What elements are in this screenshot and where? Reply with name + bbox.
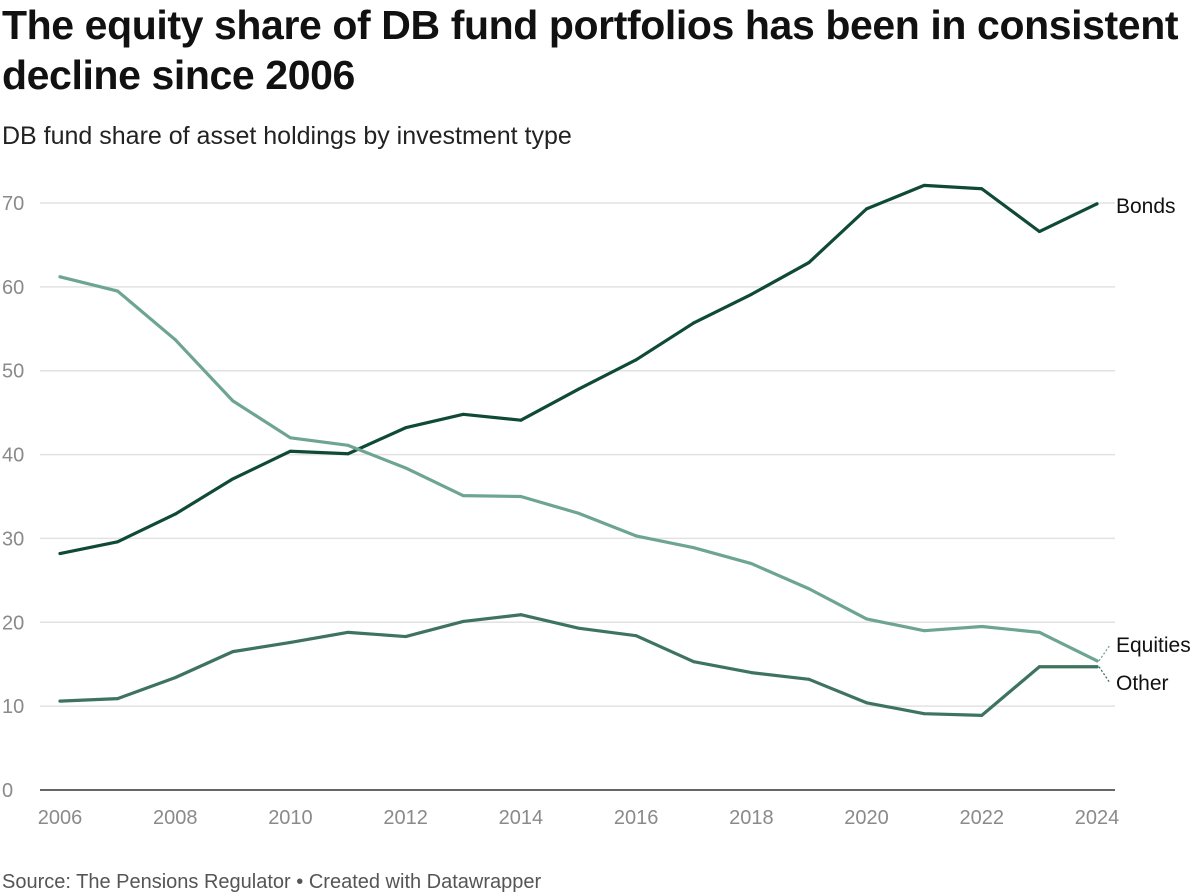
data-point-other-2016	[634, 634, 638, 638]
leader-line-equities	[1098, 644, 1111, 662]
data-point-equities-2009	[231, 399, 235, 403]
data-point-bonds-2023	[1037, 230, 1041, 234]
data-point-other-2022	[980, 713, 984, 717]
data-point-other-2012	[404, 635, 408, 639]
data-point-bonds-2016	[634, 358, 638, 362]
series-labels: Bonds Equities Other	[1098, 195, 1191, 695]
data-point-equities-2014	[519, 495, 523, 498]
data-point-equities-2022	[980, 624, 984, 628]
data-point-equities-2008	[173, 338, 177, 342]
data-point-other-2024	[1095, 665, 1099, 669]
datawrapper-credit: Created with Datawrapper	[308, 871, 542, 893]
data-point-bonds-2010	[288, 449, 292, 453]
data-point-other-2013	[461, 619, 465, 623]
data-point-bonds-2013	[461, 412, 465, 416]
x-tick-label-2020: 2020	[844, 807, 889, 829]
y-tick-label-50: 50	[2, 361, 24, 383]
data-point-bonds-2015	[577, 387, 580, 391]
source-note: Source: The Pensions Regulator	[2, 871, 291, 893]
data-point-other-2020	[865, 701, 869, 705]
data-point-other-2006	[58, 699, 62, 703]
y-axis-ticks: 0 10 20 30 40 50 60 70	[2, 193, 24, 802]
data-point-bonds-2009	[231, 477, 235, 481]
x-tick-label-2008: 2008	[153, 807, 198, 829]
data-point-equities-2010	[288, 436, 292, 440]
chart-subtitle: DB fund share of asset holdings by inves…	[2, 122, 572, 150]
chart-title: The equity share of DB fund portfolios h…	[2, 2, 1179, 98]
data-point-equities-2021	[922, 629, 926, 633]
y-tick-label-70: 70	[2, 193, 24, 215]
x-tick-label-2022: 2022	[960, 807, 1005, 829]
data-point-other-2015	[577, 626, 580, 630]
data-point-bonds-2006	[58, 552, 62, 556]
data-point-bonds-2021	[922, 183, 926, 187]
data-point-other-2023	[1037, 665, 1041, 669]
x-tick-label-2012: 2012	[383, 807, 428, 829]
data-point-equities-2011	[346, 443, 350, 447]
series-line-equities	[58, 275, 1099, 663]
y-tick-label-10: 10	[2, 696, 24, 718]
chart-footer: Source: The Pensions Regulator • Created…	[2, 868, 541, 896]
x-tick-label-2014: 2014	[499, 807, 544, 829]
series-label-equities: Equities	[1116, 634, 1191, 657]
series-lines	[58, 183, 1099, 717]
data-point-bonds-2017	[692, 321, 696, 325]
data-point-bonds-2022	[980, 187, 984, 191]
data-point-equities-2016	[634, 534, 638, 538]
y-tick-label-0: 0	[2, 780, 13, 802]
series-label-other: Other	[1116, 672, 1169, 695]
data-point-bonds-2014	[519, 418, 523, 422]
data-point-equities-2018	[749, 562, 753, 566]
data-point-equities-2012	[404, 466, 408, 470]
data-point-equities-2013	[461, 494, 465, 498]
data-point-other-2021	[922, 712, 926, 716]
x-axis-ticks: 2006 2008 2010 2012 2014 2016 2018 2020 2022 2024	[38, 807, 1120, 829]
data-point-other-2010	[288, 640, 292, 644]
data-point-equities-2006	[58, 275, 62, 279]
data-point-equities-2023	[1037, 630, 1041, 634]
x-tick-label-2010: 2010	[268, 807, 313, 829]
data-point-equities-2019	[807, 587, 811, 591]
y-tick-label-30: 30	[2, 528, 24, 550]
data-point-other-2019	[807, 677, 811, 681]
series-line-bonds	[58, 183, 1099, 556]
data-point-equities-2007	[116, 289, 120, 293]
data-point-equities-2024	[1095, 659, 1099, 663]
data-point-other-2009	[231, 650, 235, 654]
data-point-bonds-2019	[807, 261, 811, 265]
data-point-bonds-2018	[749, 292, 753, 296]
data-point-other-2014	[519, 613, 523, 617]
data-point-other-2017	[692, 660, 696, 664]
data-point-other-2011	[346, 630, 350, 634]
gridlines	[40, 202, 1115, 707]
data-point-equities-2020	[865, 617, 869, 621]
data-point-other-2008	[173, 676, 177, 680]
data-point-bonds-2012	[404, 426, 408, 430]
x-tick-label-2018: 2018	[729, 807, 774, 829]
data-point-bonds-2024	[1095, 202, 1099, 206]
x-tick-label-2016: 2016	[614, 807, 659, 829]
x-tick-label-2006: 2006	[38, 807, 83, 829]
leader-line-other	[1098, 666, 1111, 684]
data-point-bonds-2011	[346, 452, 350, 456]
y-tick-label-60: 60	[2, 277, 24, 299]
data-point-other-2007	[116, 697, 120, 701]
data-point-other-2018	[749, 671, 753, 675]
data-point-equities-2017	[692, 546, 696, 550]
y-tick-label-40: 40	[2, 445, 24, 467]
data-point-equities-2015	[577, 511, 580, 515]
data-point-bonds-2020	[865, 207, 869, 211]
data-point-bonds-2007	[116, 540, 120, 544]
data-point-bonds-2008	[173, 512, 177, 516]
y-tick-label-20: 20	[2, 612, 24, 634]
x-tick-label-2024: 2024	[1075, 807, 1120, 829]
series-label-bonds: Bonds	[1116, 195, 1176, 218]
footer-separator: •	[296, 871, 304, 893]
